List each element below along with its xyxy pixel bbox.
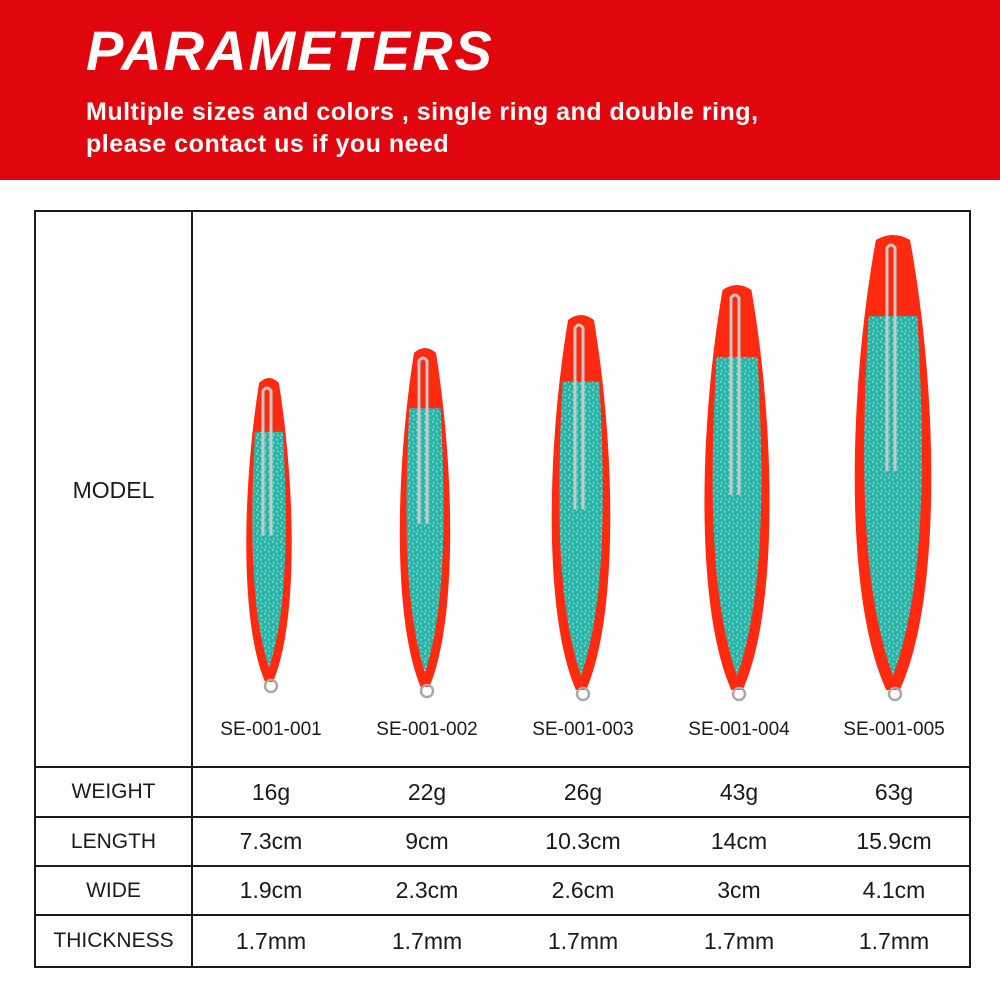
lure-image [551,315,611,702]
lure-images [246,235,932,702]
lure-wire [261,386,273,536]
length-value: 15.9cm [856,828,932,854]
row-label-weight: WEIGHT [71,780,156,803]
model-code: SE-001-004 [688,719,790,740]
weight-value: 16g [251,778,291,805]
row-label-length: LENGTH [70,829,157,853]
weight-value: 26g [563,778,603,805]
lure-wire [885,243,897,472]
thickness-value: 1.7mm [858,927,930,954]
thickness-value: 1.7mm [235,927,307,954]
row-divider [36,766,969,768]
lure-wire [573,323,585,510]
thickness-value: 1.7mm [547,927,619,954]
row-label-wide: WIDE [86,878,141,902]
row-divider [36,816,969,818]
length-value: 14cm [710,828,768,854]
wide-value: 4.1cm [862,877,926,903]
length-value: 7.3cm [239,828,303,854]
lure-ring [419,683,435,699]
lure-image [854,235,932,702]
lure-wire [417,356,429,524]
lure-sparkle-insert [406,408,444,673]
lure-sparkle-insert [559,381,603,676]
weight-value: 43g [719,778,759,805]
length-value: 9cm [405,828,449,854]
model-code: SE-001-002 [376,719,478,740]
lure-ring [263,678,279,694]
weight-value: 22g [407,778,447,805]
model-code: SE-001-003 [532,719,634,740]
wide-value: 1.9cm [239,877,303,903]
thickness-value: 1.7mm [391,927,463,954]
length-value: 10.3cm [545,828,621,854]
column-divider [191,212,193,966]
thickness-value: 1.7mm [703,927,775,954]
lure-sparkle-insert [864,316,922,676]
lure-ring [887,686,903,702]
lure-sparkle-insert [252,431,286,668]
lure-image [246,378,292,694]
subtitle-line-1: Multiple sizes and colors , single ring … [86,98,759,126]
lure-image [399,348,451,699]
row-label-thickness: THICKNESS [53,929,174,952]
lure-ring [575,686,591,702]
lure-image [704,285,770,702]
row-divider [36,914,969,916]
row-divider [36,865,969,867]
model-code: SE-001-001 [220,719,322,740]
page-title: PARAMETERS [86,19,494,82]
model-code: SE-001-005 [843,719,945,740]
lure-sparkle-insert [712,357,762,676]
header-banner: PARAMETERS Multiple sizes and colors , s… [0,0,1000,180]
wide-value: 2.3cm [395,877,459,903]
model-label: MODEL [72,476,155,503]
banner-subtitle: Multiple sizes and colors , single ring … [86,96,966,160]
lure-ring [731,686,747,702]
wide-value: 3cm [717,877,761,903]
parameter-table: MODEL SE-001-001 SE-001-002 SE-001-003 S… [34,210,971,968]
subtitle-line-2: please contact us if you need [86,130,450,158]
weight-value: 63g [874,778,914,805]
wide-value: 2.6cm [551,877,615,903]
lure-wire [729,293,741,496]
